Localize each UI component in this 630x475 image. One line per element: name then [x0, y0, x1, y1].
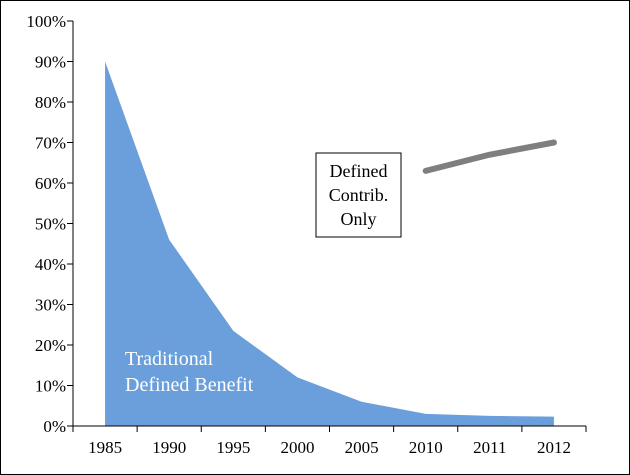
x-tick-label: 1985 — [88, 438, 122, 457]
series-area-traditional-defined-benefit — [105, 61, 554, 426]
line-label-text: Defined Contrib. Only — [329, 161, 389, 229]
x-tick-label: 2000 — [280, 438, 314, 457]
line-label-line: Contrib. — [329, 185, 389, 205]
x-tick-label: 2010 — [409, 438, 443, 457]
y-tick-label: 30% — [35, 296, 66, 315]
x-tick-label: 2012 — [537, 438, 571, 457]
x-tick-label: 1995 — [216, 438, 250, 457]
line-label-line: Only — [341, 209, 377, 229]
line-label-line: Defined — [330, 161, 388, 181]
axis-layer: 0% 10% 20% 30% 40% 50% 60% 70% 80% 90% 100% 1985 199… — [26, 12, 587, 457]
label-layer: Traditional Defined Benefit Defined Contrib… — [125, 152, 402, 396]
line-layer — [422, 139, 557, 174]
y-tick-label: 100% — [26, 12, 66, 31]
y-tick-label: 50% — [35, 215, 66, 234]
line-label-box — [315, 152, 402, 238]
y-tick-label: 20% — [35, 336, 66, 355]
y-tick-label: 70% — [35, 134, 66, 153]
area-layer — [105, 61, 554, 426]
series-line-defined-contrib-only — [422, 139, 557, 174]
y-tick-label: 60% — [35, 174, 66, 193]
area-label-line: Traditional — [125, 348, 214, 370]
area-label-line: Defined Benefit — [125, 374, 254, 396]
y-tick-label: 0% — [43, 417, 66, 436]
x-tick-label: 1990 — [152, 438, 186, 457]
y-tick-label: 10% — [35, 377, 66, 396]
x-tick-label: 2011 — [473, 438, 506, 457]
y-tick-label: 80% — [35, 93, 66, 112]
x-tick-label: 2005 — [345, 438, 379, 457]
y-tick-label: 40% — [35, 255, 66, 274]
y-tick-label: 90% — [35, 53, 66, 72]
area-label-text: Traditional Defined Benefit — [125, 348, 254, 396]
